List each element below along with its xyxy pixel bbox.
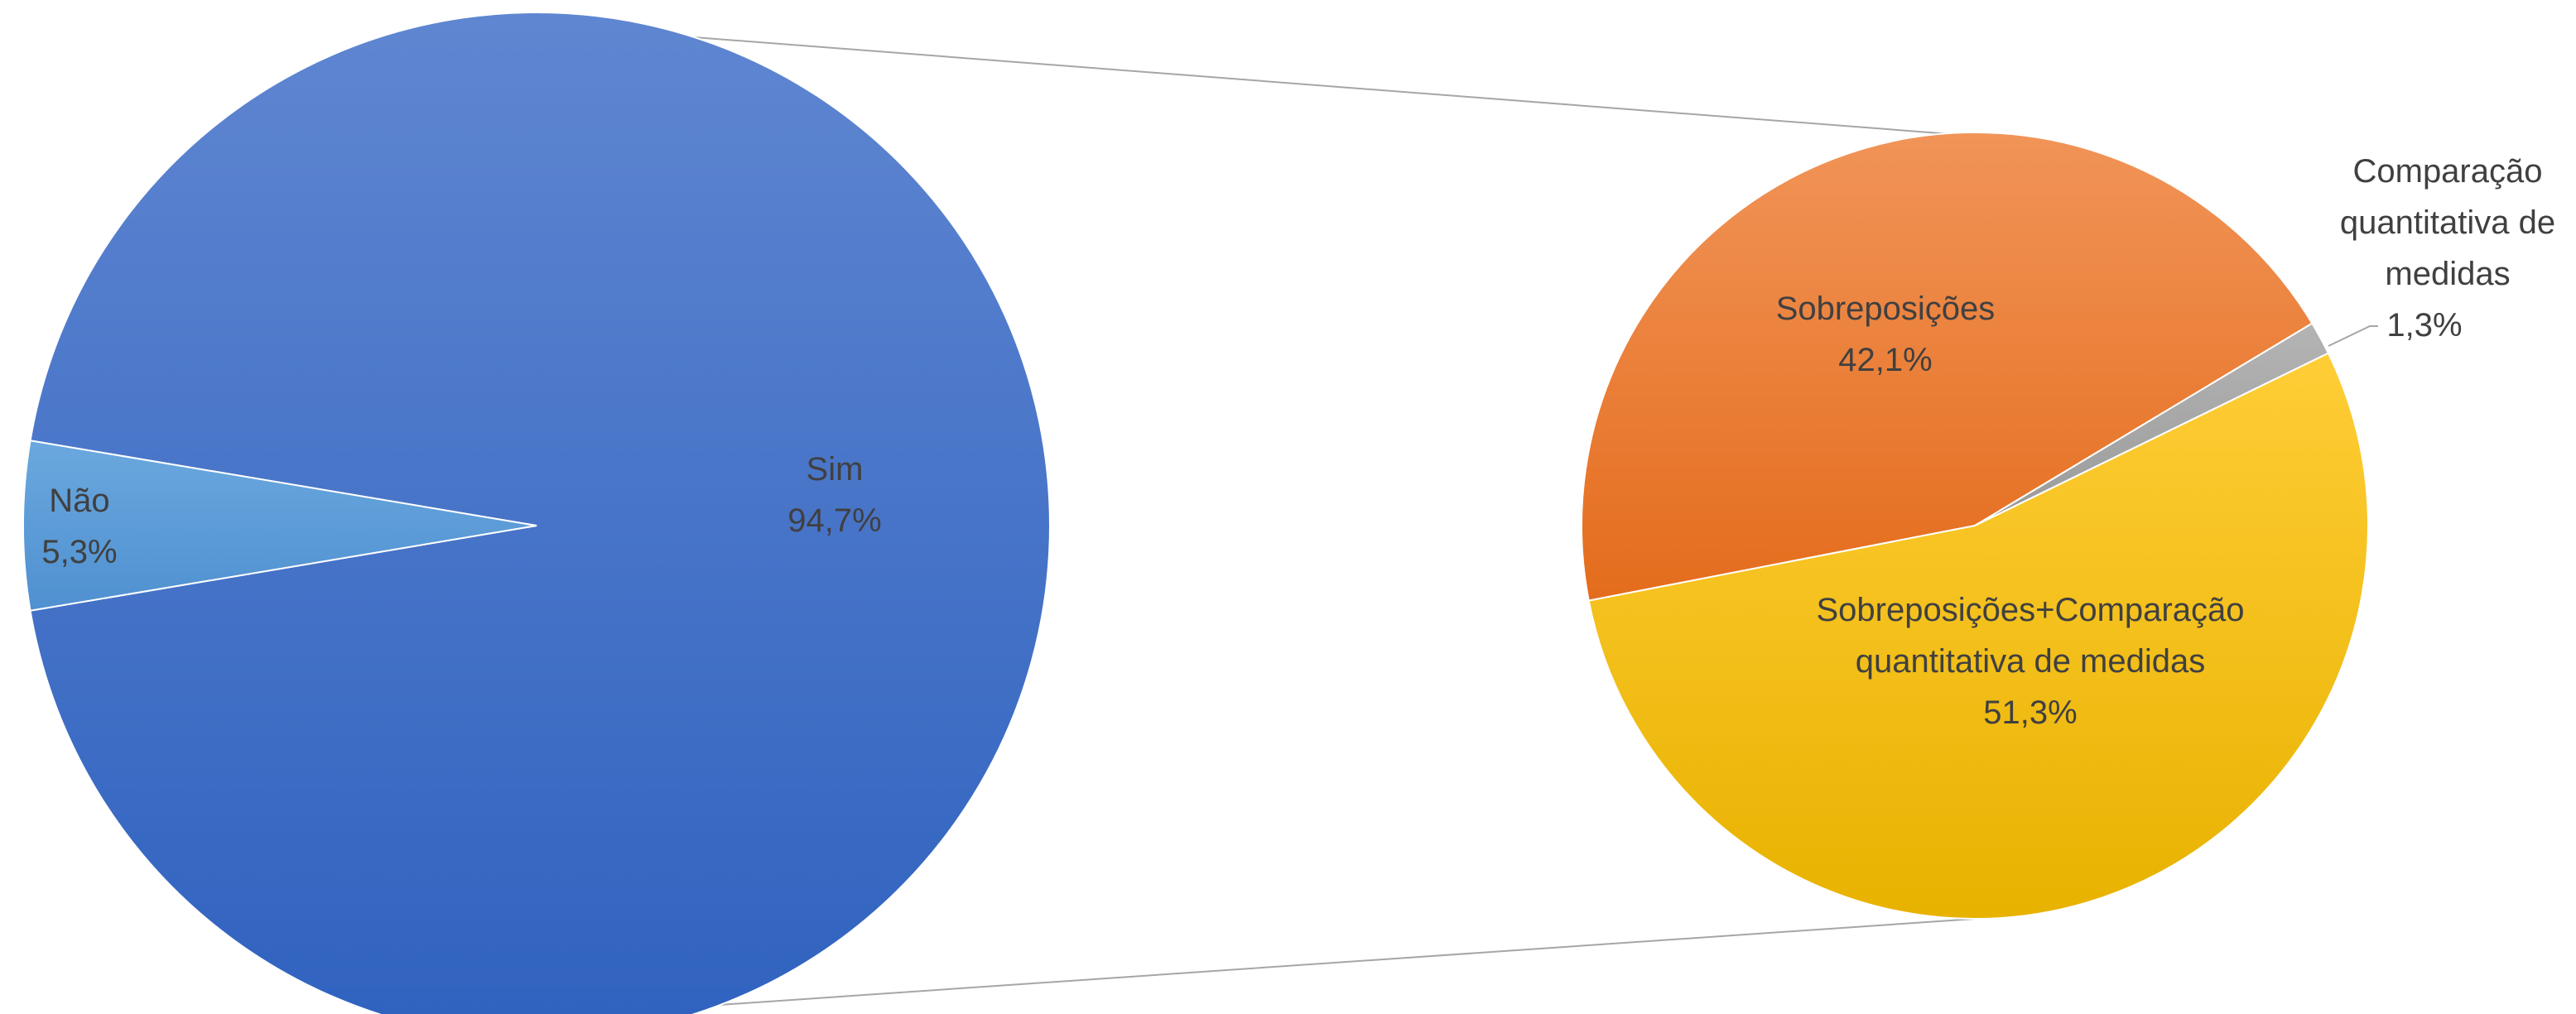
slice-label-sim-name: Sim bbox=[807, 451, 864, 488]
pie-slice-sobreposicoes bbox=[1581, 132, 2314, 602]
pie-slice-nao bbox=[22, 440, 537, 612]
primary-pie bbox=[22, 12, 1051, 1014]
slice-label-comparacao-name-line1: Comparação bbox=[2352, 153, 2542, 190]
pie-slice-sobreposicoes-comparacao bbox=[1587, 352, 2370, 920]
slice-label-comparacao-value: 1,3% bbox=[2386, 307, 2462, 344]
slice-label-sim-value: 94,7% bbox=[787, 502, 881, 539]
slice-label-comparacao-leader bbox=[2328, 325, 2378, 347]
connector-lines bbox=[619, 31, 1984, 1012]
slice-label-sobrecomp-name-line2: quantitativa de medidas bbox=[1856, 643, 2206, 680]
connector-line-bottom bbox=[622, 918, 1976, 1012]
slice-label-sobreposicoes-name: Sobreposições bbox=[1776, 291, 1996, 327]
slice-label-sobrecomp-name-line1: Sobreposições+Comparação bbox=[1817, 592, 2245, 628]
slice-label-nao-name: Não bbox=[49, 483, 109, 519]
pie-slice-sim bbox=[29, 12, 1051, 1014]
slice-label-nao-value: 5,3% bbox=[41, 534, 117, 570]
slice-label-sobreposicoes-value: 42,1% bbox=[1838, 342, 1932, 378]
slice-label-comparacao-name-line3: medidas bbox=[2385, 256, 2510, 292]
slice-label-sobrecomp-value: 51,3% bbox=[1983, 694, 2077, 731]
slice-label-comparacao-name-line2: quantitativa de bbox=[2340, 204, 2555, 241]
secondary-pie bbox=[1581, 132, 2370, 920]
connector-line-top bbox=[619, 31, 1984, 137]
